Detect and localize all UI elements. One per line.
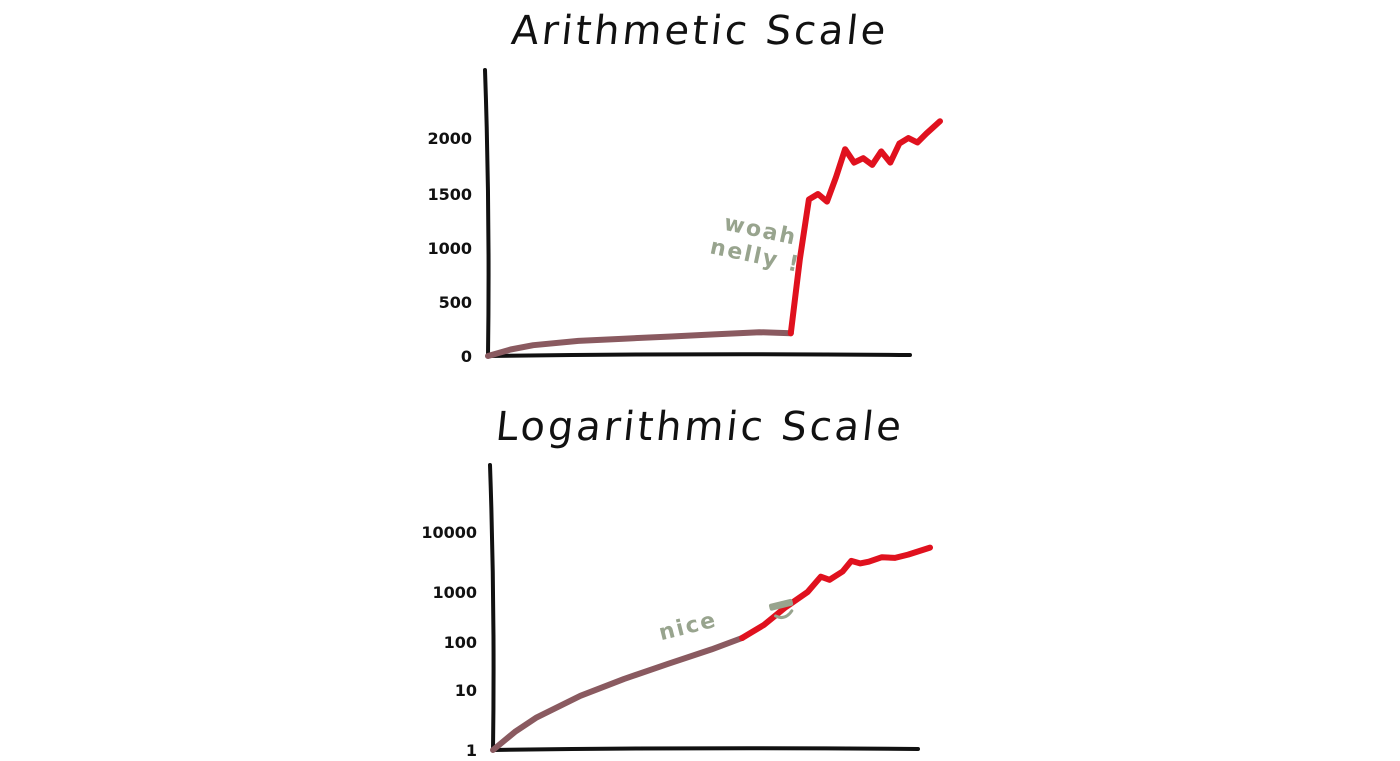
y-tick-label: 10 xyxy=(455,681,477,700)
plot-area: 0 500 1000 1500 2000 woahnelly ! xyxy=(427,68,943,366)
y-tick-label: 1000 xyxy=(432,583,477,602)
y-tick-label: 0 xyxy=(461,347,472,366)
y-tick-label: 500 xyxy=(439,293,472,312)
annotation-text: woahnelly ! xyxy=(708,209,808,278)
x-axis-line xyxy=(491,746,920,752)
plot-area: 1 10 100 1000 10000 nice xyxy=(421,463,933,760)
y-tick-label: 1500 xyxy=(427,185,472,204)
y-axis-line xyxy=(483,68,491,358)
arithmetic-chart: 0 500 1000 1500 2000 woahnelly ! xyxy=(427,68,943,366)
y-tick-label: 1 xyxy=(466,741,477,760)
series-line-surge xyxy=(739,544,933,641)
sunglasses-smiley-icon xyxy=(768,598,794,619)
y-tick-label: 2000 xyxy=(427,129,472,148)
logarithmic-chart: 1 10 100 1000 10000 nice xyxy=(421,463,933,760)
series-line-early xyxy=(485,329,794,359)
y-tick-label: 1000 xyxy=(427,239,472,258)
y-axis-line xyxy=(488,463,496,752)
y-tick-label: 100 xyxy=(444,633,477,652)
annotation-text: nice xyxy=(656,608,719,647)
y-tick-label: 10000 xyxy=(421,523,477,542)
series-line-early xyxy=(490,635,746,753)
x-axis-line xyxy=(486,352,912,358)
series-line-surge xyxy=(787,118,943,337)
